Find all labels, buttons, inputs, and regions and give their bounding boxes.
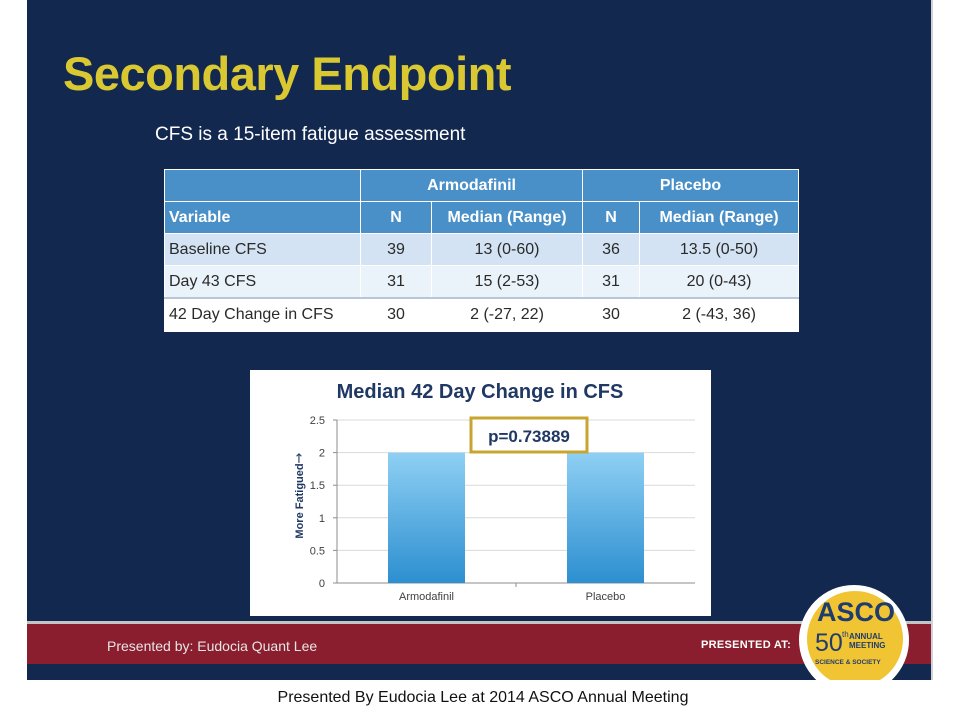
table-cell: 30 (360, 297, 432, 332)
table-cell: 13 (0-60) (430, 233, 584, 266)
footer-band (27, 624, 931, 664)
chart-title: Median 42 Day Change in CFS (336, 381, 624, 403)
table-header-row: Variable N Median (Range) N Median (Rang… (164, 201, 800, 234)
logo-tagline: SCIENCE & SOCIETY (815, 659, 881, 666)
table-cell: 31 (582, 265, 641, 299)
slide-subtitle: CFS is a 15-item fatigue assessment (155, 124, 466, 145)
results-table: Armodafinil Placebo Variable N Median (R… (164, 169, 800, 332)
logo-inner (807, 591, 903, 680)
logo-asco-text: ASCO (817, 597, 896, 627)
x-tick-label: Placebo (586, 591, 626, 603)
table-cell: 2 (-27, 22) (430, 297, 584, 332)
presenter-credit: Presented by: Eudocia Quant Lee (107, 638, 318, 654)
table-cell: 2 (-43, 36) (639, 297, 800, 332)
y-tick-label: 0 (319, 578, 325, 590)
logo-number: 50 (815, 629, 843, 657)
slide-title: Secondary Endpoint (63, 47, 512, 100)
table-cell: Baseline CFS (164, 233, 361, 266)
y-axis-arrow: → (292, 452, 307, 463)
table-row: Day 43 CFS 31 15 (2-53) 31 20 (0-43) (164, 265, 800, 299)
y-tick-label: 0.5 (310, 545, 325, 557)
presented-at-label: PRESENTED AT: (701, 639, 792, 651)
table-row: 42 Day Change in CFS 30 2 (-27, 22) 30 2… (164, 297, 800, 332)
logo-line-annual: ANNUAL (849, 632, 883, 641)
table-row: Baseline CFS 39 13 (0-60) 36 13.5 (0-50) (164, 233, 800, 266)
y-tick-label: 1 (319, 513, 325, 525)
table-column-header: N (582, 201, 641, 234)
page-caption: Presented By Eudocia Lee at 2014 ASCO An… (277, 689, 689, 706)
table-cell: 31 (360, 265, 432, 299)
table-cell: 15 (2-53) (430, 265, 584, 299)
table-cell: 20 (0-43) (639, 265, 800, 299)
p-value-annotation: p=0.73889 (488, 427, 570, 446)
table-column-header: Median (Range) (430, 201, 584, 234)
table-header-blank (164, 169, 361, 202)
slide: Secondary Endpoint CFS is a 15-item fati… (27, 0, 931, 680)
p-value-box (469, 416, 589, 454)
asco-logo: ASCO 50 th ANNUAL MEETING SCIENCE & SOCI… (799, 585, 911, 680)
slide-edge (931, 0, 933, 680)
table-cell: 30 (582, 297, 641, 332)
table-column-header: N (360, 201, 432, 234)
table-cell: Day 43 CFS (164, 265, 361, 299)
y-axis-label: More Fatigued (294, 463, 306, 538)
bar-chart: Median 42 Day Change in CFS 0 0.5 1 1.5 2 2.5… (250, 370, 711, 616)
bar (388, 452, 465, 583)
table-cell: 39 (360, 233, 432, 266)
table-group-header: Placebo (582, 169, 800, 202)
table-cell: 13.5 (0-50) (639, 233, 800, 266)
chart-plot: 0 0.5 1 1.5 2 2.5 Armodafinil Placebo More Fatig… (292, 415, 695, 603)
logo-line-meeting: MEETING (849, 641, 886, 650)
table-group-header: Armodafinil (359, 169, 584, 202)
table-column-header: Variable (164, 201, 361, 234)
table-column-header: Median (Range) (639, 201, 800, 234)
x-tick-label: Armodafinil (399, 591, 454, 603)
y-tick-label: 2 (319, 448, 325, 460)
bar (567, 452, 644, 583)
table-cell: 36 (582, 233, 641, 266)
y-tick-label: 2.5 (310, 415, 325, 427)
table-group-header-row: Armodafinil Placebo (164, 169, 800, 202)
logo-annual-meeting: ANNUAL MEETING (849, 632, 885, 650)
logo-suffix: th (842, 630, 849, 639)
footer-divider (27, 621, 931, 624)
y-tick-label: 1.5 (310, 480, 325, 492)
table-cell: 42 Day Change in CFS (164, 297, 361, 332)
